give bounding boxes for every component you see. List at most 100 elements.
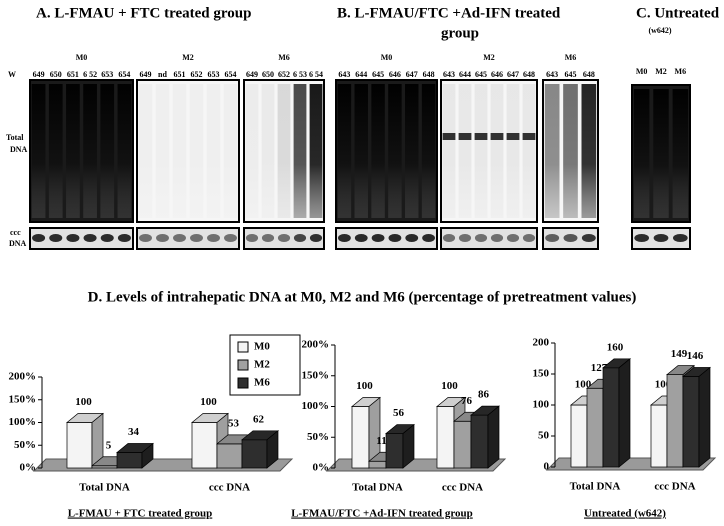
- lane-smear: [224, 84, 238, 218]
- legend-label: M2: [254, 359, 270, 371]
- lane-label: 648: [423, 70, 435, 79]
- lane-band: [506, 133, 520, 140]
- group-label: M6: [565, 53, 577, 62]
- lane-smear: [405, 84, 419, 218]
- y-tick-label: 200%: [9, 371, 37, 383]
- lane-smear: [354, 84, 368, 218]
- lane-smear: [474, 84, 488, 218]
- ccc-band: [156, 234, 169, 242]
- chart-title: Untreated (w642): [584, 508, 666, 520]
- legend-swatch: [237, 377, 249, 389]
- ccc-band: [474, 234, 488, 242]
- lane-label: 648: [523, 70, 535, 79]
- lane-smear: [653, 89, 669, 218]
- bar: [586, 387, 604, 468]
- ccc-band: [545, 234, 560, 242]
- lane-label: 645: [475, 70, 487, 79]
- lane-band: [490, 133, 504, 140]
- lane-label: 654: [225, 70, 237, 79]
- bar-side: [487, 405, 500, 469]
- lane-smear: [672, 89, 689, 218]
- ccc-band: [277, 234, 291, 242]
- x-tick-label: Total DNA: [352, 482, 403, 494]
- lane-smear: [48, 84, 63, 218]
- row-label: DNA: [10, 145, 28, 154]
- legend-swatch: [237, 341, 249, 353]
- blot-frame: [440, 79, 538, 223]
- ccc-band: [338, 234, 351, 242]
- lane-band: [458, 133, 472, 140]
- lane-label: 653: [208, 70, 220, 79]
- lane-label: 644: [459, 70, 471, 79]
- lane-smear: [207, 84, 221, 218]
- lane-label: M6: [675, 67, 687, 76]
- blot-frame: [29, 79, 134, 223]
- group-label: M2: [483, 53, 495, 62]
- lane-label: 643: [443, 70, 455, 79]
- lane-smear: [83, 84, 97, 218]
- y-tick-label: 50%: [14, 439, 36, 451]
- ccc-band: [634, 234, 650, 242]
- lane-label: 649: [140, 70, 152, 79]
- value-label: 53: [228, 417, 240, 429]
- ccc-band: [458, 234, 472, 242]
- bar: [368, 460, 387, 469]
- lane-smear: [337, 84, 352, 218]
- ccc-band: [405, 234, 419, 242]
- lane-band: [442, 133, 456, 140]
- lane-smear: [522, 84, 536, 218]
- lane-label: 643: [338, 70, 350, 79]
- bar: [666, 374, 684, 468]
- blot-frame: [542, 79, 599, 223]
- lane-smear: [442, 84, 456, 218]
- lane-smear: [173, 84, 187, 218]
- ccc-band: [354, 234, 368, 242]
- lane-label: 647: [507, 70, 519, 79]
- section-title: D. Levels of intrahepatic DNA at M0, M2 …: [88, 289, 637, 305]
- panel-title: B. L-FMAU/FTC +Ad-IFN treated: [337, 5, 561, 21]
- value-label: 146: [687, 350, 704, 362]
- ccc-band: [32, 234, 46, 242]
- ccc-band: [83, 234, 97, 242]
- row-label: Total: [6, 133, 24, 142]
- value-label: 149: [671, 348, 688, 360]
- row-label: DNA: [9, 239, 27, 248]
- lane-band: [474, 133, 488, 140]
- lane-label: 6 54: [309, 70, 323, 79]
- ccc-band: [506, 234, 520, 242]
- blot-frame: [136, 79, 240, 223]
- lane-smear: [117, 84, 132, 218]
- ccc-band: [173, 234, 186, 242]
- ccc-band: [309, 234, 323, 242]
- lane-smear: [139, 84, 153, 218]
- value-label: 76: [461, 395, 473, 407]
- lane-label: 648: [583, 70, 595, 79]
- ccc-band: [49, 234, 63, 242]
- lane-label: M2: [655, 67, 667, 76]
- ccc-band: [207, 234, 220, 242]
- y-tick-label: 100: [533, 399, 550, 411]
- lane-smear: [506, 84, 520, 218]
- lane-smear: [544, 84, 560, 218]
- bar: [116, 452, 143, 469]
- blot-total: [30, 80, 133, 222]
- bar-side: [618, 358, 631, 468]
- legend-label: M6: [254, 377, 270, 389]
- lane-band: [522, 133, 536, 140]
- lane-smear: [581, 84, 597, 218]
- y-tick-label: 200: [533, 337, 550, 349]
- ccc-band: [66, 234, 80, 242]
- ccc-band: [117, 234, 131, 242]
- blot-ccc: [137, 228, 239, 249]
- lane-smear: [490, 84, 504, 218]
- bar: [650, 404, 668, 468]
- blot-frame: [440, 227, 538, 250]
- lane-label: 6 52: [83, 70, 97, 79]
- ccc-band: [261, 234, 275, 242]
- lane-smear: [66, 84, 80, 218]
- panel-title: C. Untreated: [636, 5, 720, 21]
- y-tick-label: 150%: [302, 369, 330, 381]
- y-tick-label: 50%: [307, 431, 329, 443]
- y-tick-label: 100%: [9, 416, 37, 428]
- bar: [241, 439, 268, 469]
